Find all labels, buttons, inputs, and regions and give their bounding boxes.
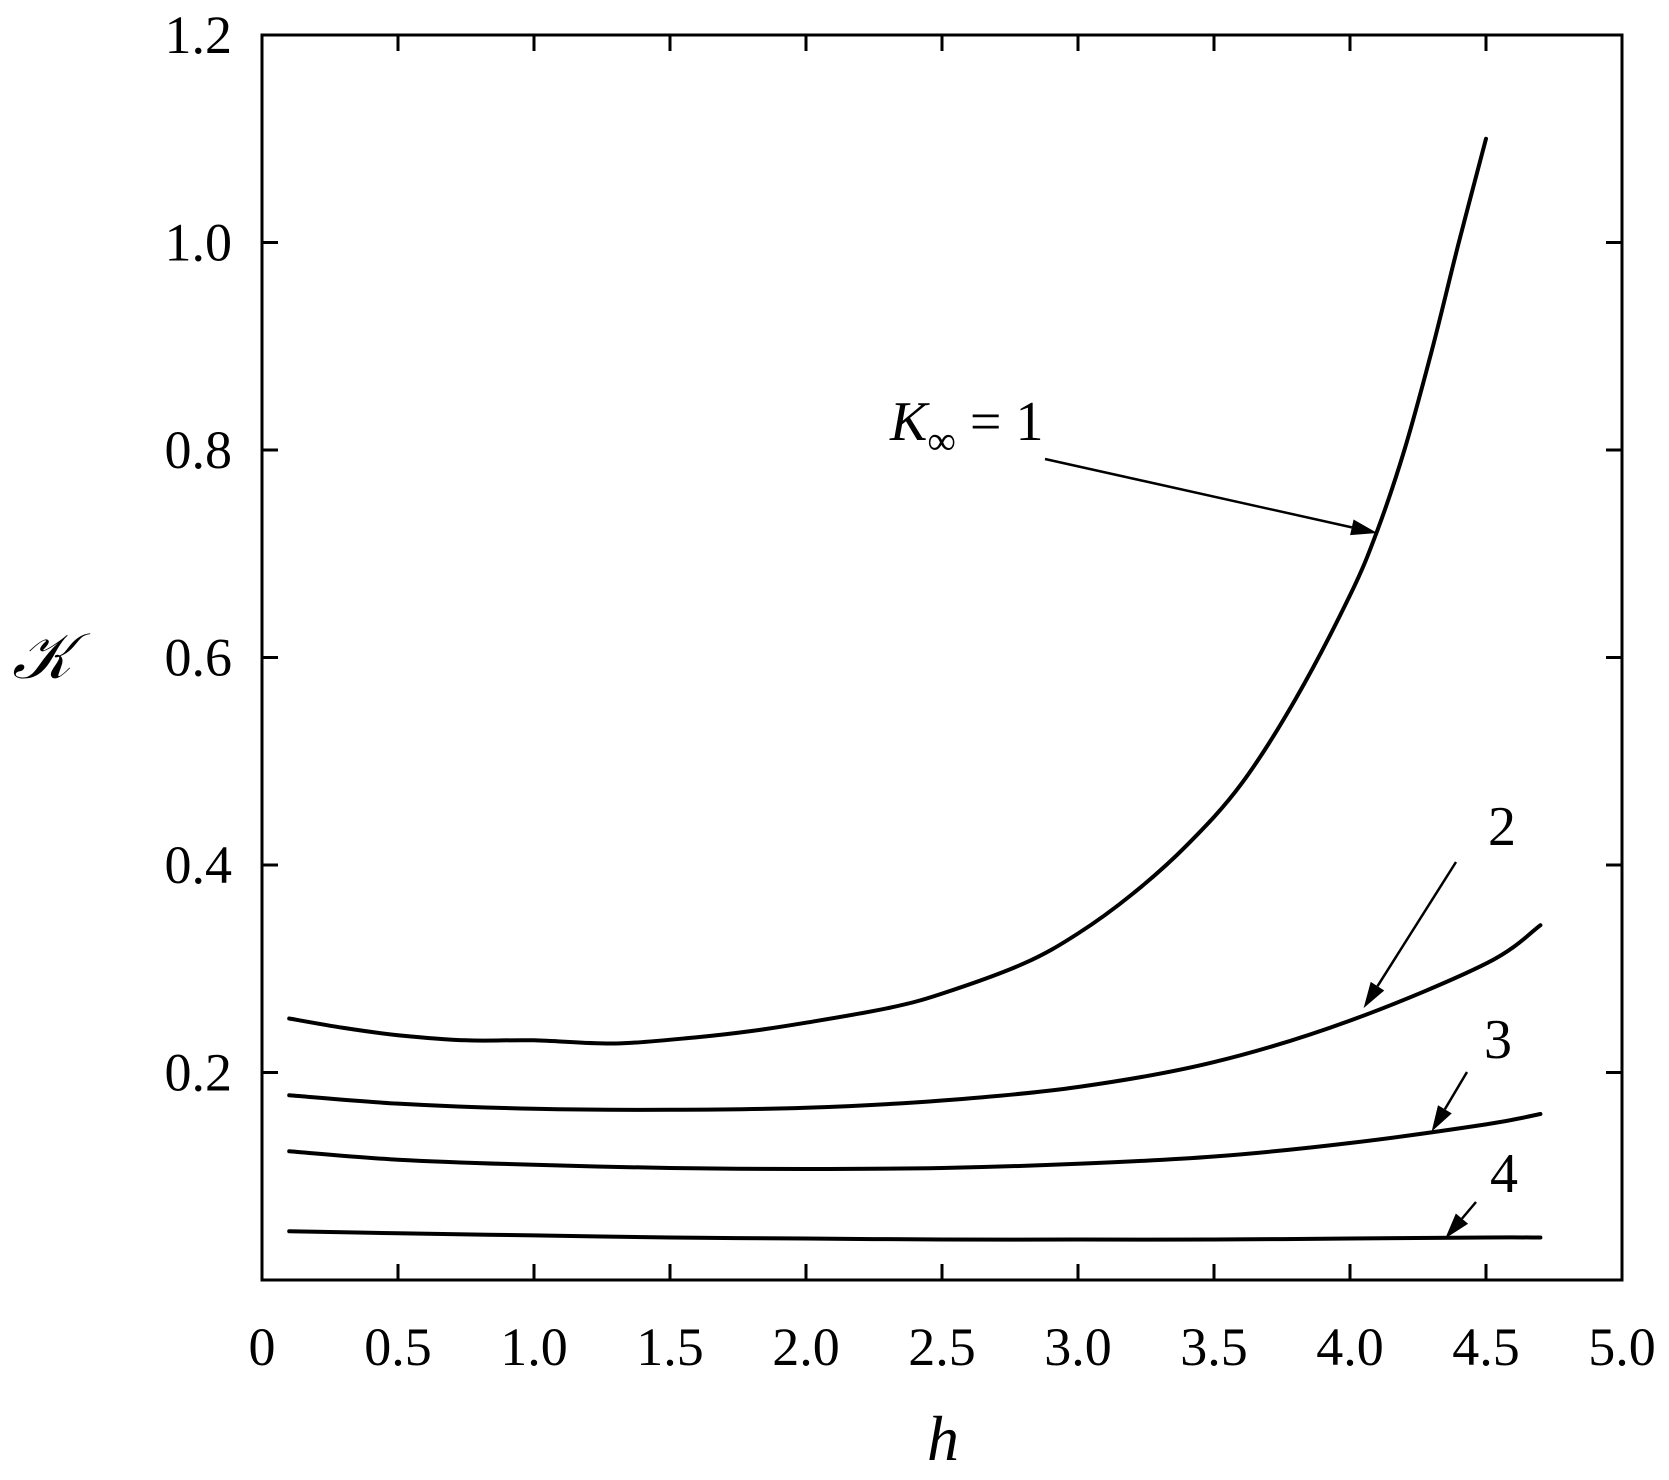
x-axis-label: h xyxy=(927,1403,959,1474)
y-tick-label: 0.6 xyxy=(165,628,233,688)
x-tick-label: 0 xyxy=(249,1317,276,1377)
y-tick-label: 0.2 xyxy=(165,1043,233,1103)
x-tick-label: 2.5 xyxy=(908,1317,976,1377)
series-label-2: 2 xyxy=(1488,796,1516,858)
x-tick-label: 3.0 xyxy=(1044,1317,1112,1377)
x-tick-label: 1.0 xyxy=(500,1317,568,1377)
series-label-3: 3 xyxy=(1484,1009,1512,1071)
x-tick-label: 4.0 xyxy=(1316,1317,1384,1377)
x-tick-label: 4.5 xyxy=(1452,1317,1520,1377)
arrow-head-4 xyxy=(1445,1213,1469,1239)
axis-ticks: 0 0.5 1.0 1.5 2.0 2.5 3.0 3.5 4.0 4.5 5.0 0.2 0.4 0.6… xyxy=(165,5,1656,1377)
plot-frame xyxy=(260,33,1624,1282)
arrow-line-2 xyxy=(1376,861,1458,987)
series-line-4 xyxy=(287,1229,1543,1242)
y-tick-label: 0.4 xyxy=(165,835,233,895)
arrow-head-2 xyxy=(1363,981,1385,1009)
y-tick-label: 0.8 xyxy=(165,420,233,480)
arrow-line-1 xyxy=(1044,457,1353,529)
x-tick-label: 3.5 xyxy=(1180,1317,1248,1377)
y-tick-label: 1.0 xyxy=(165,213,233,273)
series-annotations: K∞ = 1 2 3 4 xyxy=(889,391,1518,1239)
arrow-line-3 xyxy=(1443,1071,1469,1110)
plot-area xyxy=(260,33,1624,1282)
series-line-1 xyxy=(287,136,1488,1046)
arrow-head-3 xyxy=(1431,1105,1452,1132)
series-line-3 xyxy=(287,1112,1543,1171)
x-tick-label: 0.5 xyxy=(364,1317,432,1377)
series-label-4: 4 xyxy=(1490,1143,1518,1205)
y-axis-label: 𝒦 xyxy=(12,621,91,692)
arrow-line-4 xyxy=(1461,1201,1477,1220)
x-tick-label: 1.5 xyxy=(636,1317,704,1377)
x-tick-label: 5.0 xyxy=(1588,1317,1656,1377)
arrow-head-1 xyxy=(1350,519,1378,536)
series-label-1: K∞ = 1 xyxy=(889,391,1043,463)
series-line-2 xyxy=(287,923,1543,1112)
series-lines xyxy=(287,136,1543,1242)
y-tick-label: 1.2 xyxy=(165,5,233,65)
x-tick-label: 2.0 xyxy=(772,1317,840,1377)
